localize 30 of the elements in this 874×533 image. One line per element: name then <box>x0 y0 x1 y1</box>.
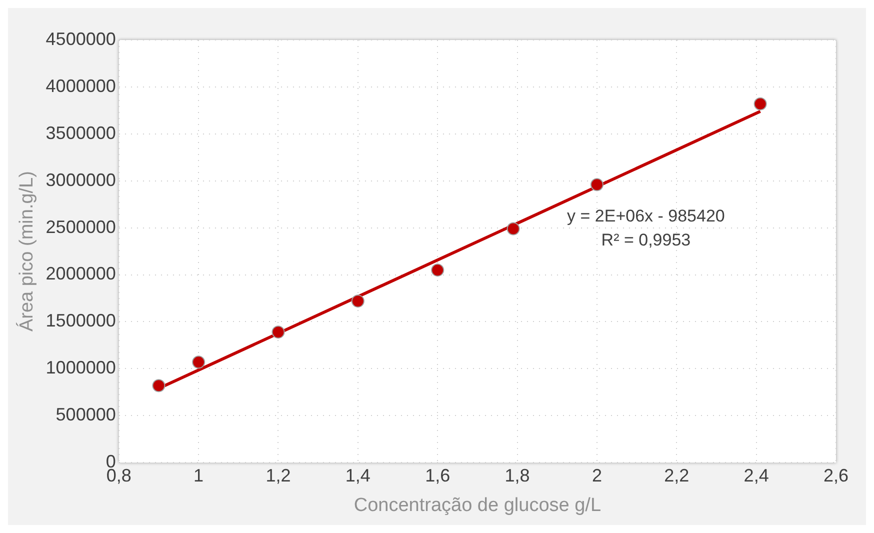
y-tick-label: 4500000 <box>46 28 116 49</box>
point <box>431 264 444 277</box>
x-tick-label: 1,2 <box>266 465 291 486</box>
y-tick-label: 1000000 <box>46 358 116 378</box>
point <box>506 222 520 236</box>
point <box>590 178 604 192</box>
annotation: R² = 0,9953 <box>601 230 691 250</box>
y-tick-label: 2000000 <box>46 264 116 284</box>
x-tick-label: 2,4 <box>744 465 769 486</box>
y-tick-label: 4000000 <box>46 76 116 96</box>
y-tick-label: 3500000 <box>46 122 116 143</box>
x-tick-label: 2,6 <box>823 465 849 486</box>
x-tick-label: 2,2 <box>664 465 690 486</box>
point <box>272 326 285 339</box>
y-axis-title: Área pico (min.g/L) <box>16 171 38 332</box>
point <box>351 294 364 308</box>
annotation: y = 2E+06x - 985420 <box>567 206 725 226</box>
x-tick-label: 1 <box>194 465 204 486</box>
x-tick-label: 1,6 <box>425 465 450 486</box>
y-tick-label: 3000000 <box>46 170 116 190</box>
x-tick-label: 1,4 <box>345 465 370 486</box>
x-tick-label: 1,8 <box>504 465 530 486</box>
y-tick-label: 1500000 <box>46 310 116 331</box>
y-tick-label: 2500000 <box>46 216 116 237</box>
x-axis-title: Concentração de glucose g/L <box>354 494 602 516</box>
point <box>754 97 767 110</box>
x-tick-label: 2 <box>592 465 602 486</box>
y-tick-label: 500000 <box>56 404 116 425</box>
point <box>192 356 206 369</box>
point <box>152 379 166 392</box>
